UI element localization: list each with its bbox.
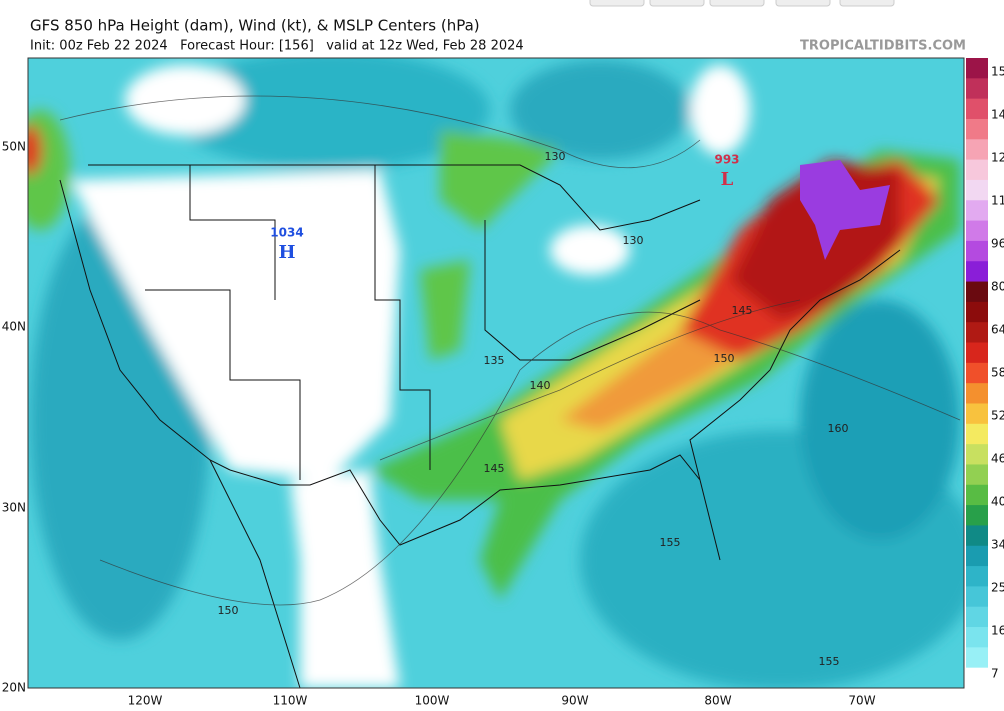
- colorbar-swatch: [966, 667, 988, 689]
- map-frame: [27, 57, 965, 689]
- colorbar-swatch: [966, 98, 988, 120]
- colorbar-label: 16: [991, 624, 1004, 638]
- colorbar-swatch: [966, 240, 988, 262]
- credit: TROPICALTIDBITS.COM: [800, 39, 966, 54]
- colorbar-swatch: [966, 200, 988, 222]
- lat-label: 20N: [2, 681, 26, 695]
- colorbar-swatch: [966, 383, 988, 404]
- colorbar-label: 80: [991, 280, 1004, 294]
- colorbar-swatch: [966, 179, 988, 201]
- colorbar-swatch: [966, 301, 988, 323]
- pressure-letter: H: [278, 242, 295, 263]
- contour-label: 145: [484, 462, 505, 475]
- lon-label: 120W: [128, 694, 163, 708]
- colorbar-swatch: [966, 78, 988, 100]
- colorbar-swatch: [966, 261, 988, 283]
- colorbar-label: 40: [991, 495, 1004, 509]
- lat-label: 40N: [2, 320, 26, 334]
- colorbar-swatch: [966, 58, 988, 79]
- lat-label: 50N: [2, 140, 26, 154]
- colorbar: 15 14 12 11 96 80 64 58 52 46 40 34 25 16 7: [966, 58, 1004, 689]
- colorbar-swatch: [966, 403, 988, 425]
- colorbar-label: 34: [991, 538, 1004, 552]
- colorbar-label: 15: [991, 65, 1004, 79]
- colorbar-swatch: [966, 505, 988, 526]
- colorbar-swatch: [966, 464, 988, 486]
- colorbar-swatch: [966, 281, 988, 303]
- contour-label: 135: [484, 354, 505, 367]
- subtitle: Init: 00z Feb 22 2024 Forecast Hour: [15…: [30, 39, 524, 54]
- colorbar-label: 64: [991, 323, 1004, 337]
- colorbar-label: 11: [991, 194, 1004, 208]
- colorbar-swatch: [966, 139, 988, 161]
- title: GFS 850 hPa Height (dam), Wind (kt), & M…: [30, 17, 480, 35]
- colorbar-label: 7: [991, 667, 999, 681]
- colorbar-swatch: [966, 627, 988, 648]
- contour-label: 140: [530, 379, 551, 392]
- pressure-value: 993: [714, 153, 739, 167]
- colorbar-swatch: [966, 484, 988, 506]
- colorbar-swatch: [966, 566, 988, 587]
- contour-label: 130: [623, 234, 644, 247]
- lat-label: 30N: [2, 501, 26, 515]
- lon-label: 100W: [415, 694, 450, 708]
- colorbar-label: 14: [991, 108, 1004, 122]
- colorbar-label: 52: [991, 409, 1004, 423]
- pressure-value: 1034: [270, 226, 303, 240]
- colorbar-swatch: [966, 118, 988, 140]
- contour-label: 155: [660, 536, 681, 549]
- colorbar-swatch: [966, 362, 988, 384]
- colorbar-swatch: [966, 586, 988, 608]
- colorbar-label: 12: [991, 151, 1004, 165]
- colorbar-swatch: [966, 159, 988, 181]
- colorbar-swatch: [966, 606, 988, 628]
- colorbar-label: 46: [991, 452, 1004, 466]
- colorbar-swatch: [966, 525, 988, 547]
- contour-label: 150: [714, 352, 735, 365]
- colorbar-swatch: [966, 342, 988, 364]
- contour-label: 130: [545, 150, 566, 163]
- labels: 50N 40N 30N 20N 120W 110W 100W 90W 80W 70W 130 130 1…: [2, 140, 876, 708]
- colorbar-swatch: [966, 322, 988, 344]
- lon-label: 90W: [561, 694, 588, 708]
- colorbar-swatch: [966, 220, 988, 242]
- colorbar-label: 58: [991, 366, 1004, 380]
- contour-label: 145: [732, 304, 753, 317]
- contour-label: 150: [218, 604, 239, 617]
- map: [28, 58, 964, 688]
- colorbar-label: 25: [991, 581, 1004, 595]
- top-buttons: [589, 0, 895, 7]
- lon-label: 80W: [704, 694, 731, 708]
- lon-label: 70W: [848, 694, 875, 708]
- lon-label: 110W: [273, 694, 308, 708]
- contour-label: 160: [828, 422, 849, 435]
- contour-label: 155: [819, 655, 840, 668]
- colorbar-swatch: [966, 647, 988, 669]
- colorbar-swatch: [966, 444, 988, 465]
- pressure-letter: L: [721, 169, 734, 190]
- colorbar-swatch: [966, 423, 988, 445]
- colorbar-label: 96: [991, 237, 1004, 251]
- colorbar-swatch: [966, 545, 988, 567]
